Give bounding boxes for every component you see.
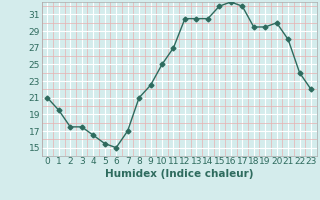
X-axis label: Humidex (Indice chaleur): Humidex (Indice chaleur) xyxy=(105,169,253,179)
